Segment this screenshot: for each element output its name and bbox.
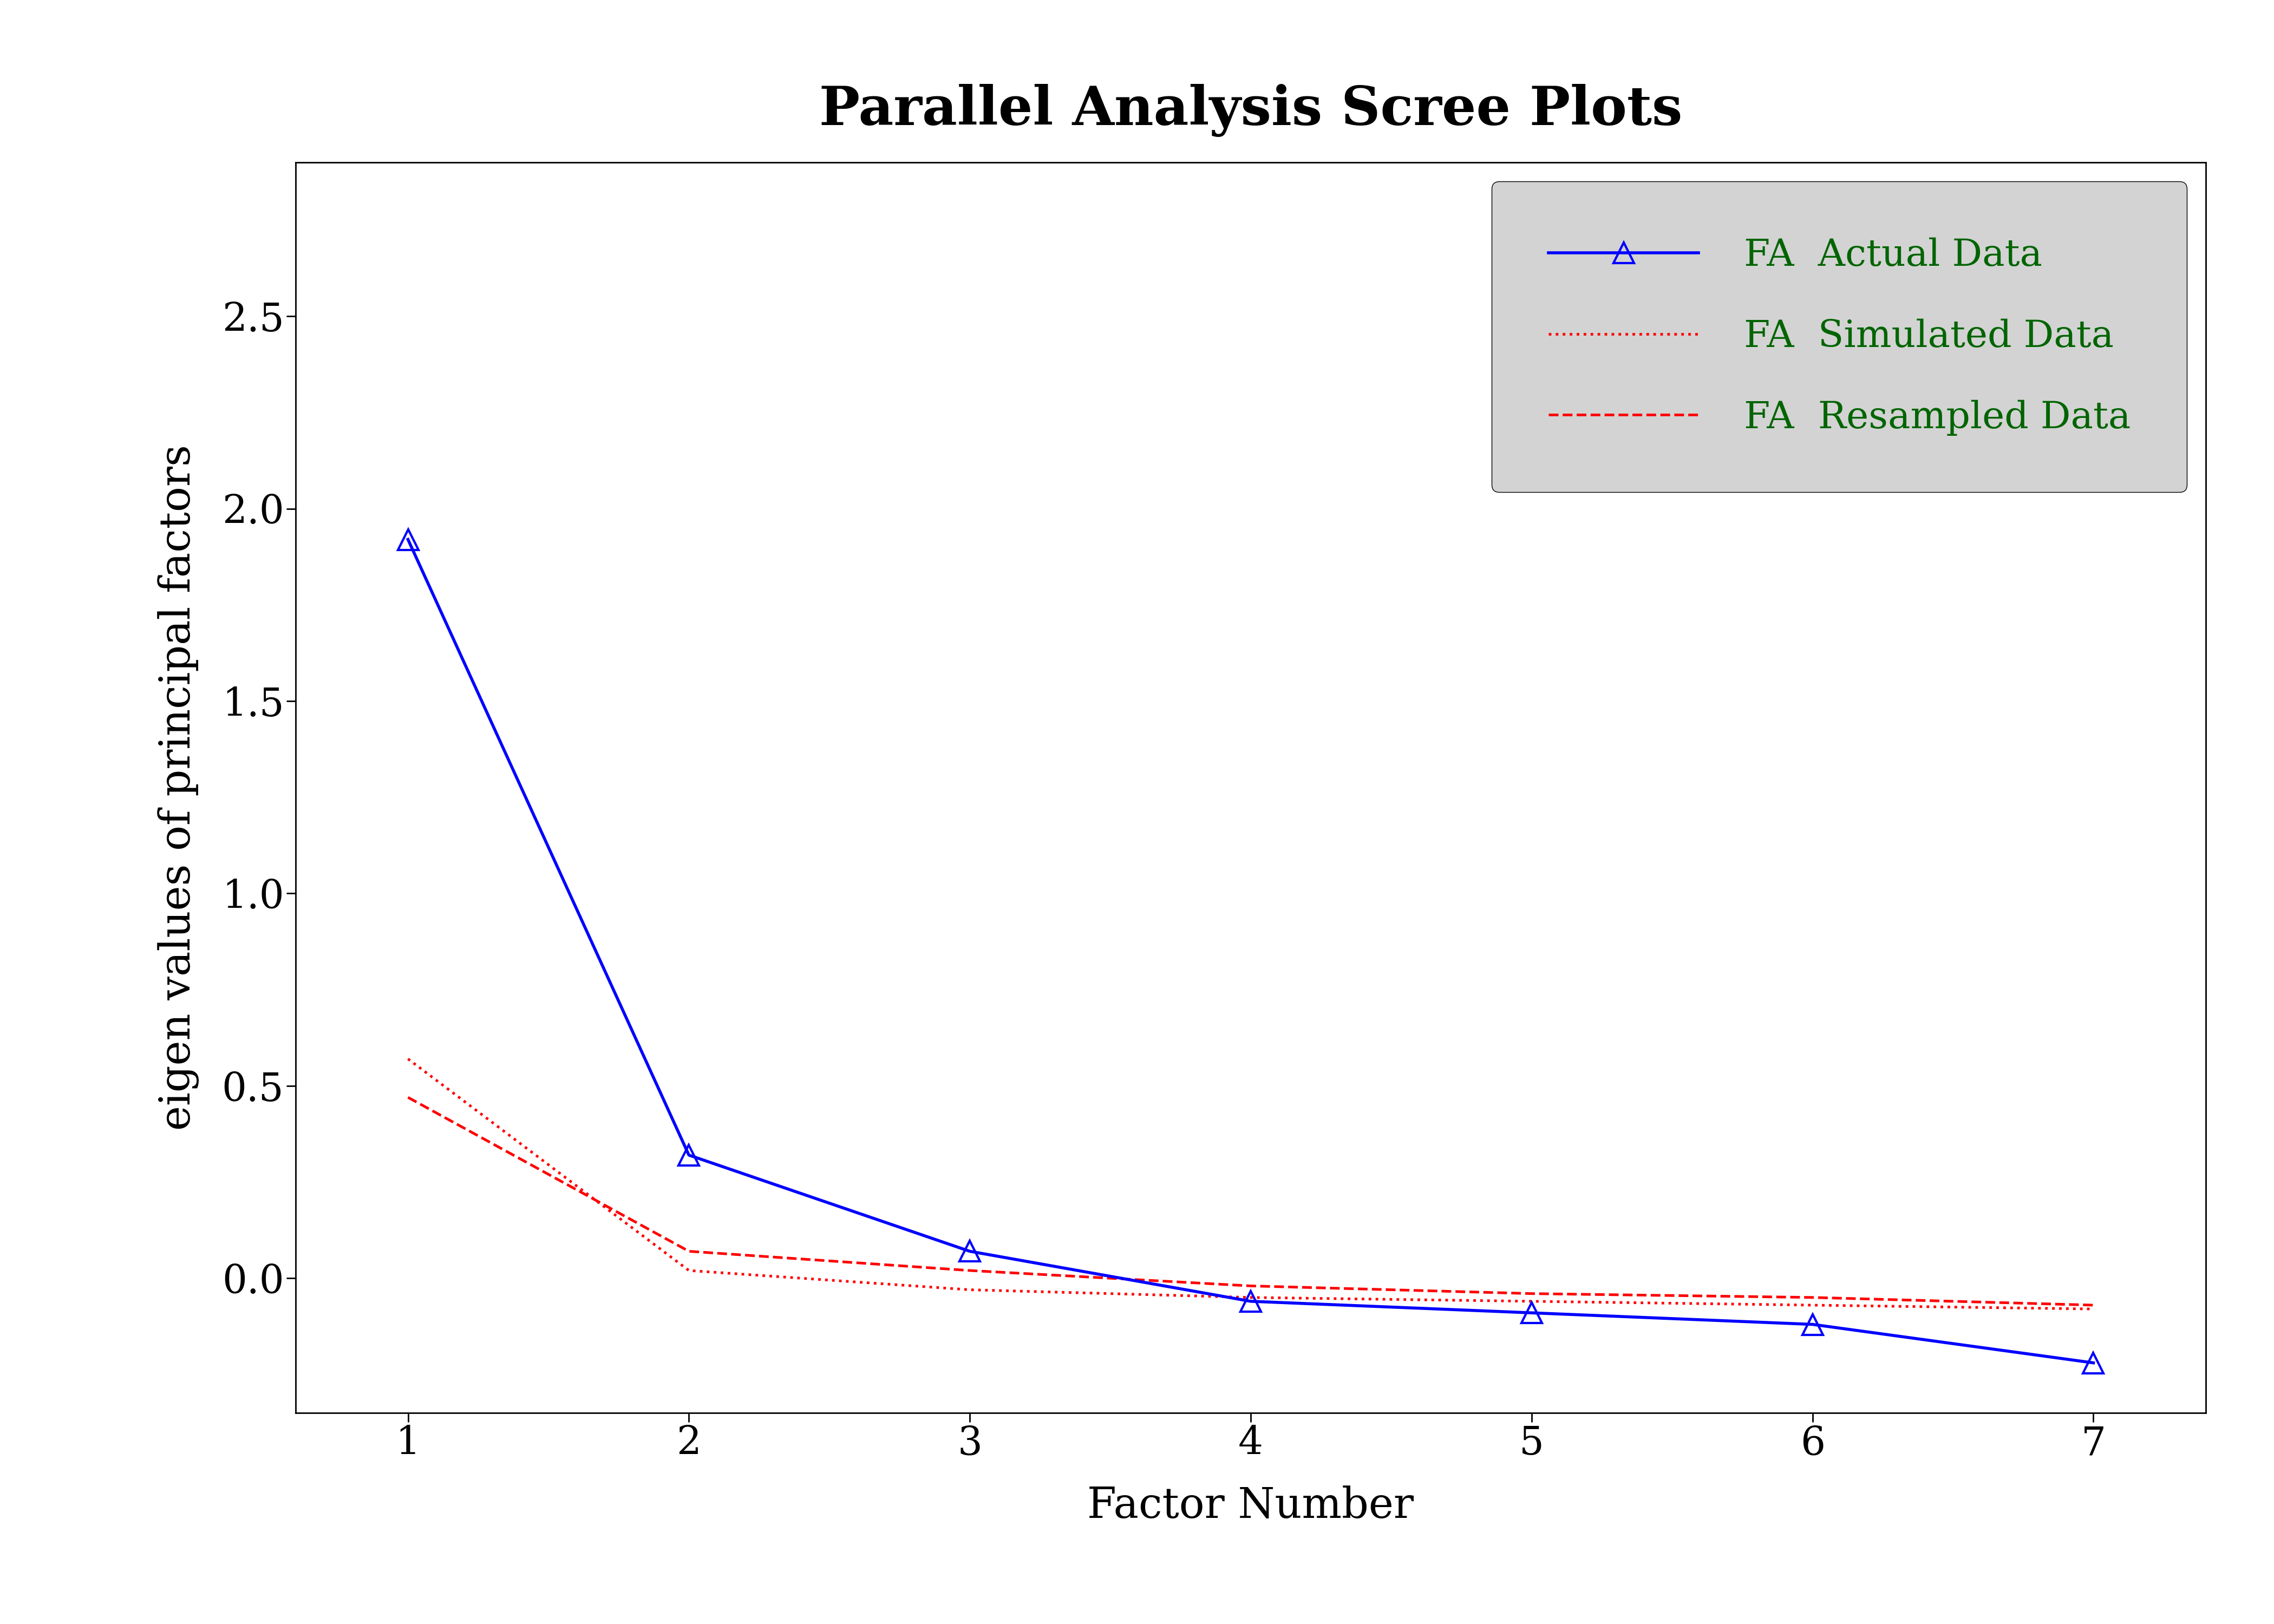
Title: Parallel Analysis Scree Plots: Parallel Analysis Scree Plots: [819, 84, 1683, 136]
Legend: FA  Actual Data, FA  Simulated Data, FA  Resampled Data: FA Actual Data, FA Simulated Data, FA Re…: [1492, 182, 2188, 492]
Y-axis label: eigen values of principal factors: eigen values of principal factors: [157, 445, 200, 1130]
X-axis label: Factor Number: Factor Number: [1087, 1486, 1414, 1527]
